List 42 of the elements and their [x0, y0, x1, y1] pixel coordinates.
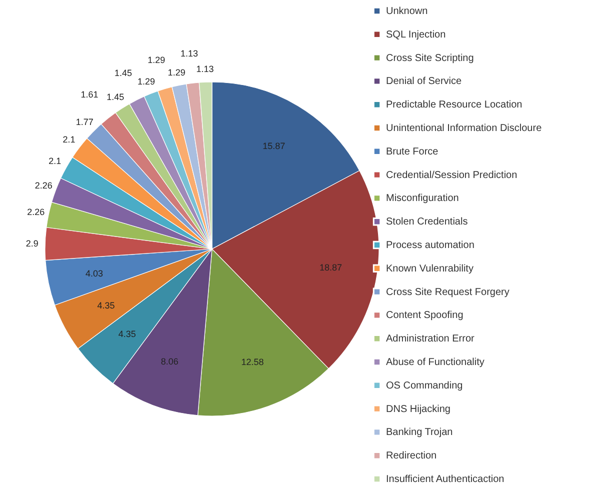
legend-label: Stolen Credentials	[386, 216, 468, 228]
legend-label: Cross Site Request Forgery	[386, 286, 510, 298]
legend-label: Brute Force	[386, 146, 439, 158]
data-label: 4.35	[97, 300, 115, 311]
legend-label: Banking Trojan	[386, 427, 453, 438]
legend-label: Credential/Session Prediction	[386, 170, 518, 181]
legend-label: Insufficient Authenticaction	[386, 474, 504, 485]
data-label: 1.13	[180, 48, 198, 58]
legend-label: Cross Site Scripting	[386, 52, 474, 64]
legend-label: Redirection	[386, 450, 437, 462]
data-label: 1.61	[80, 90, 98, 100]
data-label: 2.26	[27, 207, 45, 218]
legend-label: Unintentional Information Discloure	[386, 123, 542, 134]
data-label: 1.29	[148, 55, 166, 66]
data-label: 1.45	[114, 68, 132, 78]
data-label: 1.29	[168, 68, 186, 78]
data-label: 12.58	[241, 357, 264, 368]
legend-label: Known Vulenrability	[386, 263, 474, 274]
data-label: 2.26	[34, 180, 52, 190]
data-label: 2.1	[62, 134, 76, 145]
data-label: 1.77	[76, 116, 94, 127]
data-label: 2.9	[26, 238, 38, 248]
legend-label: Process automation	[386, 240, 474, 251]
data-label: 8.06	[160, 356, 178, 367]
data-label: 4.35	[118, 329, 136, 340]
data-label: 1.13	[196, 64, 214, 74]
data-label: 1.29	[137, 76, 155, 86]
data-label: 18.87	[320, 262, 342, 273]
legend-label: Predictable Resource Location	[386, 100, 522, 111]
legend-label: Misconfiguration	[386, 193, 459, 204]
data-label: 2.1	[48, 156, 62, 166]
legend-label: OS Commanding	[386, 380, 463, 392]
legend-label: Abuse of Functionality	[386, 357, 484, 368]
data-label: 15.87	[262, 140, 286, 151]
legend-label: SQL Injection	[386, 29, 446, 40]
data-label: 1.45	[106, 92, 124, 102]
legend-label: Unknown	[386, 6, 428, 17]
legend-label: Administration Error	[386, 334, 476, 345]
legend-label: Content Spoofing	[386, 310, 464, 322]
legend-label: DNS Hijacking	[386, 404, 450, 415]
legend-label: Denial of Service	[386, 76, 462, 88]
data-label: 4.03	[86, 268, 104, 279]
